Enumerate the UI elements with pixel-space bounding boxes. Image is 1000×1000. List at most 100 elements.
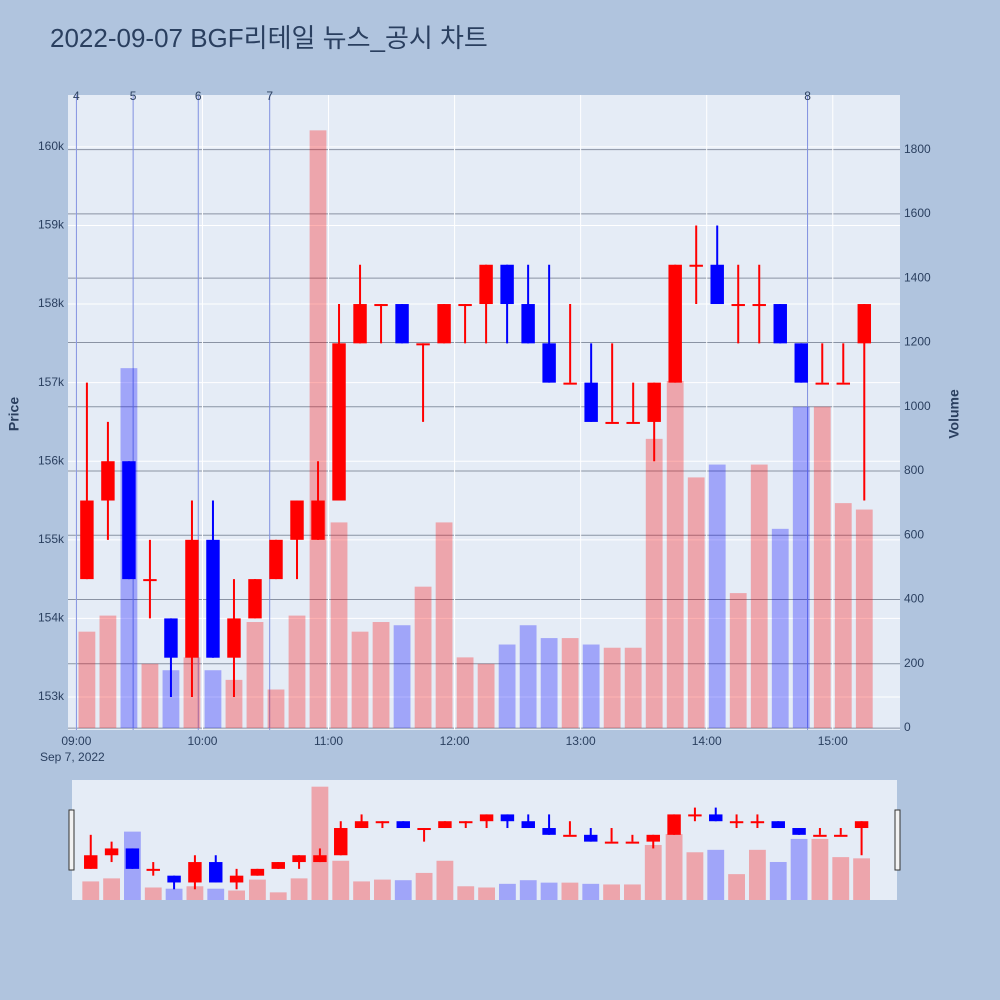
volume-bar — [394, 880, 412, 900]
candle-body — [563, 834, 577, 837]
candle-body — [500, 814, 515, 822]
news-label: 7 — [266, 89, 273, 103]
volume-bar — [811, 838, 829, 900]
volume-bar — [186, 886, 204, 900]
y-tick-label: 158k — [38, 296, 65, 310]
candle-body — [729, 821, 744, 824]
candle-body — [626, 421, 640, 424]
volume-bar — [561, 638, 579, 729]
volume-bar — [457, 886, 475, 900]
candle-body — [122, 461, 136, 580]
volume-bar — [204, 670, 222, 729]
y-tick-label: 157k — [38, 375, 65, 389]
candle-body — [332, 343, 346, 501]
volume-bar — [207, 888, 225, 900]
y-tick-label: 159k — [38, 218, 65, 232]
candle-body — [688, 814, 702, 817]
candle-body — [854, 821, 869, 829]
candle-body — [752, 304, 766, 307]
range-handle-right[interactable] — [894, 809, 901, 871]
volume-bar — [351, 631, 369, 729]
candle-body — [500, 264, 514, 305]
volume-bar — [540, 638, 558, 729]
volume-bar — [162, 670, 180, 729]
volume-bar — [249, 879, 266, 900]
candle-body — [563, 382, 577, 385]
candle-body — [269, 539, 283, 580]
volume-bar — [246, 622, 264, 729]
volume-bar — [269, 892, 287, 900]
x-tick-label: 15:00 — [818, 734, 848, 748]
volume-bar — [519, 625, 537, 729]
volume-bar — [665, 834, 683, 900]
candle-body — [84, 855, 98, 869]
candle-body — [792, 828, 806, 835]
candle-body — [647, 382, 661, 422]
volume-bar — [686, 852, 704, 900]
range-handle-left[interactable] — [68, 809, 75, 871]
candle-body — [396, 821, 410, 829]
volume-bar — [708, 464, 726, 729]
y2-tick-label: 0 — [904, 720, 911, 734]
volume-bar — [374, 879, 391, 900]
candle-body — [101, 461, 115, 501]
volume-bar — [519, 880, 537, 900]
volume-bar — [582, 644, 600, 729]
volume-bar — [99, 615, 117, 729]
volume-bar — [603, 884, 620, 900]
candle-body — [375, 821, 390, 824]
candle-body — [479, 814, 494, 822]
y2-tick-label: 400 — [904, 592, 924, 606]
y2-tick-label: 1800 — [904, 142, 931, 156]
candle-body — [521, 304, 535, 344]
volume-bar — [853, 858, 870, 900]
candle-body — [542, 343, 556, 383]
candle-body — [167, 875, 181, 883]
volume-bar — [645, 438, 663, 729]
candle-body — [146, 868, 160, 871]
candle-body — [374, 304, 388, 307]
candle-body — [584, 834, 598, 842]
volume-bar — [415, 872, 433, 900]
candle-body — [459, 821, 473, 824]
y2-tick-label: 200 — [904, 656, 924, 670]
candle-body — [709, 814, 723, 822]
y2-tick-label: 1400 — [904, 270, 931, 284]
candle-body — [417, 828, 431, 831]
volume-bar — [309, 130, 327, 729]
candle-body — [311, 500, 325, 540]
volume-bar — [666, 381, 684, 729]
candle-body — [104, 848, 119, 856]
candle-body — [521, 821, 535, 829]
candle-body — [668, 264, 682, 383]
volume-bar — [267, 689, 285, 729]
candle-body — [250, 868, 265, 876]
x-tick-label: 11:00 — [314, 734, 343, 748]
x-tick-label: 12:00 — [440, 734, 470, 748]
volume-bar — [436, 860, 454, 900]
volume-bar — [769, 861, 787, 900]
volume-bar — [141, 663, 159, 729]
news-label: 5 — [130, 89, 137, 103]
volume-bar — [290, 878, 308, 900]
candle-body — [625, 841, 640, 844]
volume-bar — [790, 838, 808, 900]
volume-bar — [624, 884, 641, 900]
candle-body — [646, 834, 660, 842]
candle-body — [395, 304, 409, 344]
candle-body — [689, 264, 703, 267]
volume-bar — [82, 881, 100, 900]
volume-bar — [393, 625, 411, 729]
candle-body — [750, 821, 765, 824]
news-label: 8 — [804, 89, 811, 103]
y-tick-label: 156k — [38, 453, 65, 467]
candle-body — [438, 821, 452, 829]
candle-body — [542, 828, 556, 835]
candle-body — [815, 382, 829, 385]
y-tick-label: 153k — [38, 689, 65, 703]
volume-bar — [478, 887, 495, 900]
volume-bar — [353, 881, 370, 900]
candle-body — [227, 618, 241, 658]
volume-bar — [372, 622, 390, 729]
